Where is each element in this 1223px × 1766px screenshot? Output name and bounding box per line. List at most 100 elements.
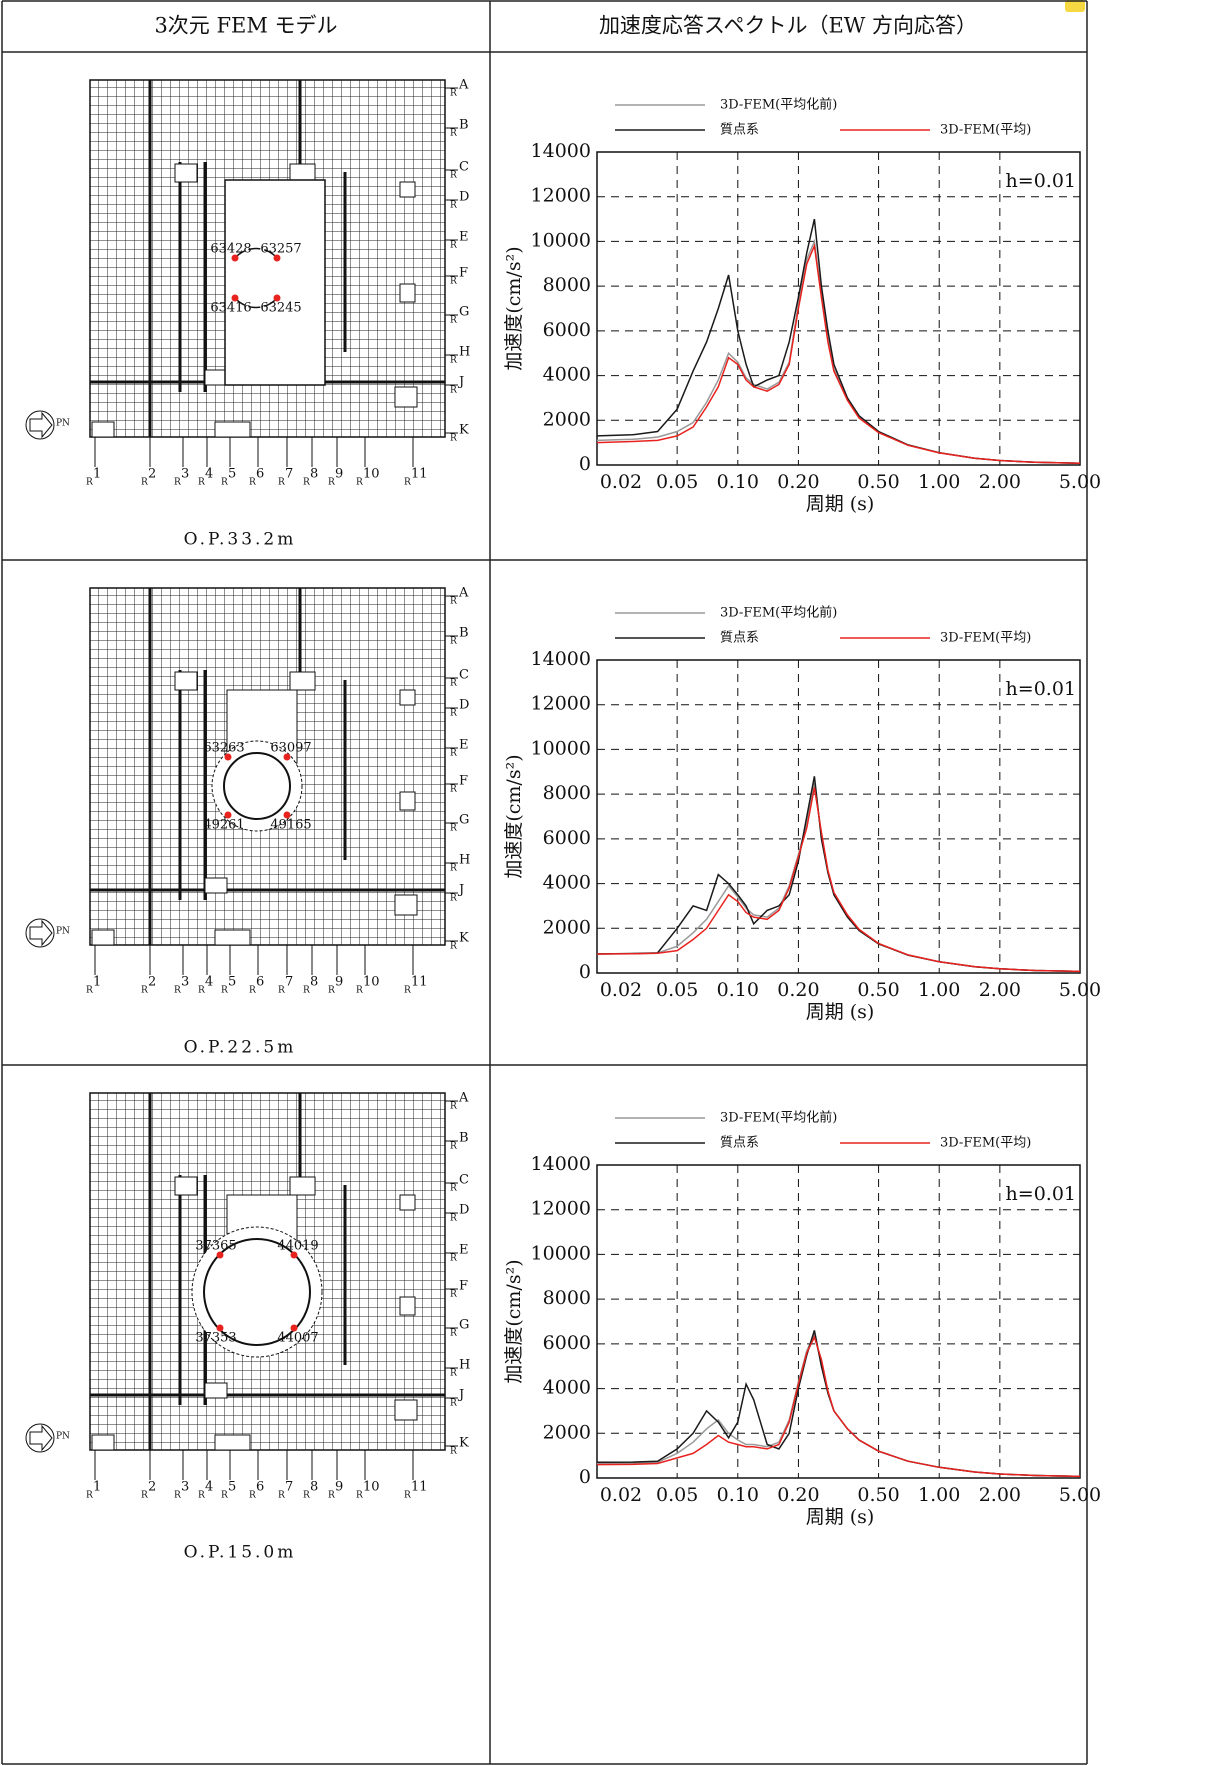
north-arrow [29, 1424, 53, 1452]
axis-sub: R [450, 356, 457, 366]
legend-label: 質点系 [720, 1136, 759, 1151]
axis-sub: R [450, 386, 457, 396]
annotation: h=0.01 [1006, 1183, 1076, 1205]
axis-label: 4 [205, 975, 213, 990]
axis-sub: R [328, 986, 335, 996]
opening [214, 1434, 251, 1451]
shaft [223, 752, 291, 820]
axis-label: 1 [93, 467, 101, 482]
axis-sub: R [249, 986, 256, 996]
axis-label: G [459, 305, 469, 320]
axis-sub: R [450, 241, 457, 251]
axis-label: J [457, 883, 464, 898]
x-tick-label: 0.05 [656, 1484, 698, 1506]
axis-sub: R [141, 478, 148, 488]
y-tick-label: 12000 [531, 693, 591, 715]
axis-sub: R [221, 986, 228, 996]
node [231, 254, 239, 262]
node [283, 753, 291, 761]
x-tick-label: 5.00 [1059, 979, 1101, 1001]
axis-label: 8 [310, 467, 318, 482]
opening [394, 386, 418, 408]
axis-label: K [459, 423, 469, 438]
x-tick-label: 0.10 [717, 1484, 759, 1506]
axis-sub: R [450, 1184, 457, 1194]
y-tick-label: 0 [579, 961, 591, 983]
axis-label: 4 [205, 1480, 213, 1495]
axis-label: 2 [148, 1480, 156, 1495]
axis-label: H [459, 853, 470, 868]
north-arrow [29, 919, 53, 947]
y-tick-label: 12000 [531, 185, 591, 207]
axis-label: 7 [285, 975, 293, 990]
legend-label: 3D-FEM(平均化前) [720, 97, 837, 113]
x-tick-label: 0.20 [777, 979, 819, 1001]
x-tick-label: 0.02 [600, 1484, 642, 1506]
axis-sub: R [174, 1491, 181, 1501]
plot-frame [596, 659, 1081, 974]
shaft [234, 247, 278, 309]
y-tick-label: 12000 [531, 1198, 591, 1220]
axis-sub: R [450, 1290, 457, 1300]
axis-sub: R [303, 1491, 310, 1501]
node [273, 294, 281, 302]
axis-label: H [459, 345, 470, 360]
axis-label: C [459, 668, 469, 683]
axis-label: J [457, 1388, 464, 1403]
axis-sub: R [450, 894, 457, 904]
opening [399, 1296, 416, 1316]
x-tick-label: 1.00 [918, 1484, 960, 1506]
annotation: h=0.01 [1006, 678, 1076, 700]
axis-sub: R [249, 1491, 256, 1501]
axis-sub: R [141, 986, 148, 996]
axis-label: E [459, 1243, 469, 1258]
node [231, 294, 239, 302]
node [273, 254, 281, 262]
axis-sub: R [450, 89, 457, 99]
axis-sub: R [328, 478, 335, 488]
axis-label: 7 [285, 1480, 293, 1495]
axis-label: 6 [256, 975, 264, 990]
x-tick-label: 2.00 [979, 1484, 1021, 1506]
y-tick-label: 14000 [531, 648, 591, 670]
axis-label: F [459, 774, 468, 789]
axis-sub: R [450, 1369, 457, 1379]
axis-sub: R [450, 1142, 457, 1152]
axis-label: A [458, 78, 469, 93]
node [290, 1251, 298, 1259]
y-tick-label: 2000 [543, 408, 591, 430]
y-tick-label: 4000 [543, 872, 591, 894]
opening [204, 877, 228, 894]
x-tick-label: 0.50 [857, 979, 899, 1001]
north-arrow [29, 411, 53, 439]
axis-sub: R [198, 986, 205, 996]
legend-label: 質点系 [720, 631, 759, 646]
node-label: 37353 [195, 1331, 236, 1346]
opening [399, 283, 416, 303]
y-tick-label: 10000 [531, 229, 591, 251]
opening [224, 179, 326, 386]
axis-label: E [459, 230, 469, 245]
legend-label: 3D-FEM(平均化前) [720, 605, 837, 621]
north-label: PN [56, 1432, 70, 1442]
axis-sub: R [450, 824, 457, 834]
x-tick-label: 1.00 [918, 979, 960, 1001]
axis-sub: R [356, 986, 363, 996]
axis-sub: R [404, 1491, 411, 1501]
axis-label: B [459, 118, 469, 133]
axis-sub: R [450, 1102, 457, 1112]
axis-label: 10 [363, 975, 380, 990]
x-tick-label: 0.05 [656, 979, 698, 1001]
y-tick-label: 0 [579, 1466, 591, 1488]
x-tick-label: 0.50 [857, 471, 899, 493]
y-tick-label: 2000 [543, 916, 591, 938]
node [290, 1324, 298, 1332]
axis-sub: R [450, 1329, 457, 1339]
axis-sub: R [328, 1491, 335, 1501]
axis-label: C [459, 160, 469, 175]
axis-sub: R [221, 1491, 228, 1501]
opening [91, 1434, 115, 1451]
axis-sub: R [278, 986, 285, 996]
